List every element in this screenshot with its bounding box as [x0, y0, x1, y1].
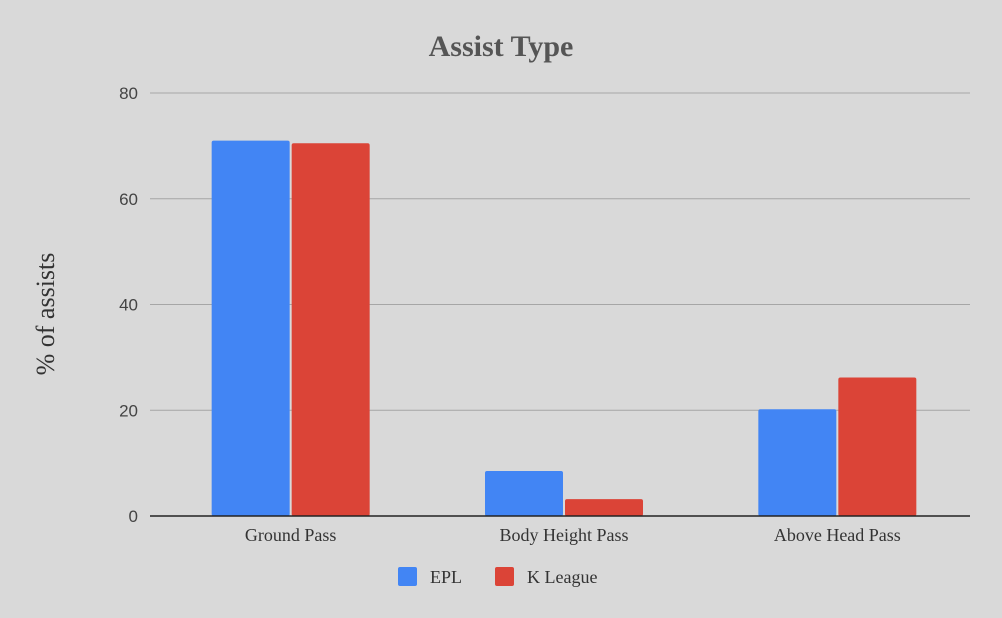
y-tick-label: 80 [119, 84, 138, 103]
x-tick-label: Ground Pass [245, 525, 337, 545]
legend-swatch-epl [398, 567, 417, 586]
bar-epl-body-height-pass [485, 471, 563, 516]
y-tick-label: 40 [119, 296, 138, 315]
x-tick-label: Above Head Pass [774, 525, 901, 545]
y-tick-label: 60 [119, 190, 138, 209]
bar-k-league-ground-pass [291, 143, 370, 516]
chart-title: Assist Type [429, 30, 574, 63]
y-tick-label: 20 [119, 401, 138, 420]
y-tick-label: 0 [129, 507, 138, 526]
bar-k-league-above-head-pass [838, 377, 917, 516]
bar-epl-ground-pass [211, 140, 290, 516]
x-tick-labels: Ground Pass Body Height Pass Above Head Pa… [245, 525, 901, 545]
legend-swatch-k-league [495, 567, 514, 586]
bar-k-league-body-height-pass [565, 499, 643, 516]
y-axis-label: % of assists [31, 253, 60, 376]
bars [211, 140, 917, 516]
x-tick-label: Body Height Pass [499, 525, 628, 545]
y-tick-labels: 0 20 40 60 80 [119, 84, 138, 526]
legend: EPL K League [398, 567, 597, 587]
legend-label-k-league: K League [527, 567, 597, 587]
bar-epl-above-head-pass [758, 409, 837, 516]
legend-label-epl: EPL [430, 567, 462, 587]
